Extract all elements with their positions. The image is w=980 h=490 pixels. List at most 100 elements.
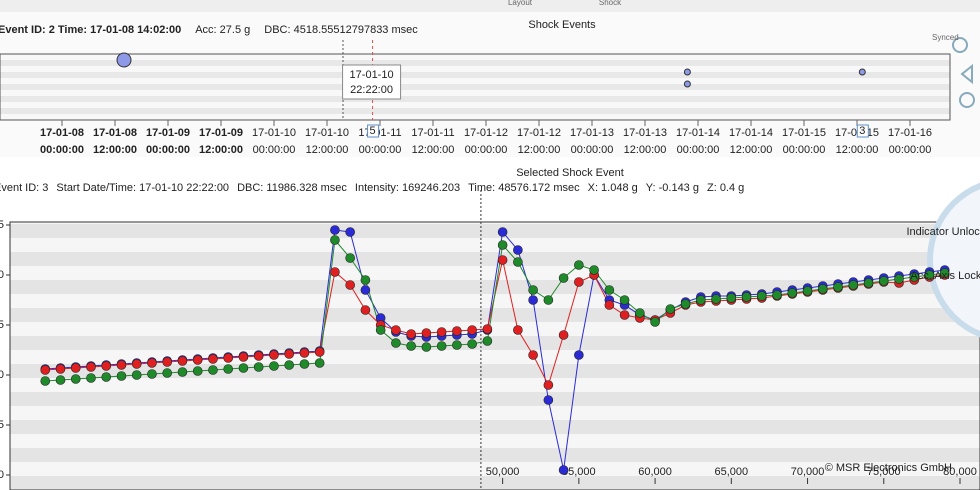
- x-tick-label: 80,000: [943, 466, 977, 478]
- tooltip-time: 22:22:00: [350, 84, 393, 96]
- event-detail: Event ID: 3: [0, 182, 48, 194]
- chart-title: Selected Shock Event: [516, 167, 624, 179]
- tab[interactable]: Layout: [508, 0, 533, 7]
- timeline-tick-time: 12:00:00: [624, 144, 667, 156]
- timeline-title: Shock Events: [528, 19, 596, 31]
- data-point: [40, 365, 51, 375]
- data-point: [650, 317, 660, 327]
- data-point: [330, 235, 340, 245]
- data-point: [528, 350, 538, 360]
- timeline-tick-date: 17-01-11: [358, 127, 401, 139]
- data-point: [436, 327, 447, 337]
- timeline-tick-date: 17-01-14: [676, 127, 720, 139]
- timeline-tick-time: 00:00:00: [571, 144, 614, 156]
- data-point: [223, 353, 233, 363]
- data-point: [131, 359, 142, 369]
- data-point: [772, 290, 782, 300]
- event-info: DBC: 4518.55512797833 msec: [264, 24, 418, 36]
- event-badge-label: 5: [370, 125, 376, 137]
- y-tick-label: 15: [0, 219, 4, 231]
- data-point: [192, 355, 203, 365]
- data-point: [360, 285, 371, 295]
- timeline-tick-date: 17-01-13: [570, 127, 614, 139]
- data-point: [513, 245, 523, 255]
- x-tick-label: 50,000: [486, 466, 520, 478]
- event-info: Acc: 27.5 g: [195, 24, 250, 36]
- data-point: [543, 380, 554, 390]
- data-point: [101, 372, 112, 382]
- timeline-tick-date: 17-01-09: [199, 127, 243, 139]
- data-point: [513, 257, 523, 267]
- data-point: [558, 330, 569, 340]
- data-point: [696, 295, 706, 305]
- data-point: [147, 358, 157, 368]
- timeline-tick-date: 17-01-10: [305, 127, 349, 139]
- data-point: [558, 465, 569, 475]
- synced-label: Synced: [932, 33, 959, 42]
- data-point: [574, 350, 584, 360]
- data-point: [543, 295, 554, 305]
- data-point: [330, 267, 340, 277]
- data-point: [604, 300, 615, 310]
- data-point: [253, 351, 264, 361]
- zoom-button[interactable]: [952, 37, 968, 53]
- event-plot: [9, 221, 980, 490]
- data-point: [391, 325, 401, 335]
- timeline-tick-time: 00:00:00: [677, 144, 720, 156]
- data-point: [848, 280, 859, 290]
- data-point: [299, 359, 310, 369]
- data-point: [452, 326, 462, 336]
- timeline-tick-date: 17-01-11: [411, 127, 454, 139]
- timeline-tick-time: 12:00:00: [730, 144, 773, 156]
- event-badge: [367, 124, 380, 138]
- data-point: [635, 308, 645, 318]
- data-point: [680, 299, 691, 309]
- data-point: [345, 253, 355, 263]
- data-point: [497, 227, 508, 237]
- x-tick-label: 75,000: [867, 466, 901, 478]
- side-item[interactable]: Indicator Unlocked: [906, 226, 980, 238]
- data-point: [162, 357, 173, 367]
- data-point: [543, 395, 554, 405]
- back-button[interactable]: [960, 63, 973, 85]
- data-point: [482, 336, 493, 346]
- data-point: [284, 349, 294, 359]
- data-point: [55, 364, 66, 374]
- event-detail: Start Date/Time: 17-01-10 22:22:00: [56, 182, 229, 194]
- timeline-tick-time: 00:00:00: [40, 144, 84, 156]
- timeline-tick-date: 17-01-08: [93, 127, 137, 139]
- timeline-tick-time: 00:00:00: [253, 144, 296, 156]
- data-point: [70, 363, 81, 373]
- timeline-tick-time: 12:00:00: [518, 144, 561, 156]
- tab[interactable]: Shock: [599, 0, 622, 7]
- side-dial[interactable]: [927, 180, 980, 340]
- data-point: [223, 364, 233, 374]
- y-tick-label: 5: [0, 319, 4, 331]
- data-point: [924, 270, 935, 280]
- side-item[interactable]: Acc. Axis Locked: [910, 270, 980, 282]
- event-badge-label: 3: [859, 125, 865, 137]
- event-detail: DBC: 11986.328 msec: [237, 182, 347, 194]
- x-tick-label: 60,000: [638, 466, 672, 478]
- data-point: [558, 273, 569, 283]
- refresh-button[interactable]: [959, 92, 975, 108]
- data-point: [86, 373, 96, 383]
- data-point: [802, 286, 813, 296]
- data-point: [299, 348, 310, 358]
- data-point: [513, 325, 523, 335]
- data-point: [238, 352, 249, 362]
- data-point: [314, 358, 325, 368]
- y-tick-label: 0: [0, 369, 4, 381]
- timeline-tick-date: 17-01-10: [252, 127, 296, 139]
- data-point: [360, 305, 371, 315]
- timeline-tick-date: 17-01-13: [623, 127, 667, 139]
- data-point: [939, 268, 950, 278]
- tab-bar: [0, 0, 980, 12]
- x-tick-label: 55,000: [562, 466, 596, 478]
- data-point: [619, 310, 630, 320]
- timeline-tick-time: 00:00:00: [889, 144, 932, 156]
- timeline-tick-date: 17-01-14: [729, 127, 773, 139]
- data-point: [528, 285, 538, 295]
- event-point: [858, 68, 866, 76]
- data-point: [192, 366, 203, 376]
